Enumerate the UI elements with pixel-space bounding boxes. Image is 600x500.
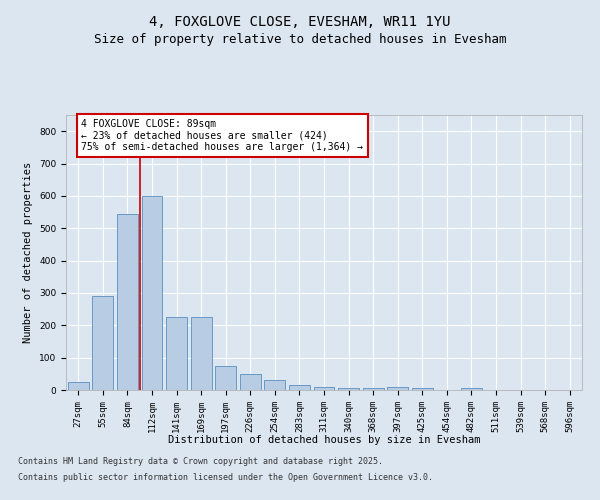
Bar [387,387,408,390]
Text: Size of property relative to detached houses in Evesham: Size of property relative to detached ho… [94,32,506,46]
Bar [68,382,89,390]
Bar [92,296,113,390]
Text: 4, FOXGLOVE CLOSE, EVESHAM, WR11 1YU: 4, FOXGLOVE CLOSE, EVESHAM, WR11 1YU [149,15,451,29]
Bar [338,388,359,390]
Bar [362,388,383,390]
Bar [412,388,433,390]
Bar [215,366,236,390]
Text: Contains public sector information licensed under the Open Government Licence v3: Contains public sector information licen… [18,472,433,482]
Bar [314,387,334,390]
Bar [117,214,138,390]
Bar [166,317,187,390]
Bar [289,385,310,390]
X-axis label: Distribution of detached houses by size in Evesham: Distribution of detached houses by size … [168,434,480,445]
Text: Contains HM Land Registry data © Crown copyright and database right 2025.: Contains HM Land Registry data © Crown c… [18,458,383,466]
Y-axis label: Number of detached properties: Number of detached properties [23,162,34,343]
Bar [265,380,286,390]
Bar [461,388,482,390]
Text: 4 FOXGLOVE CLOSE: 89sqm
← 23% of detached houses are smaller (424)
75% of semi-d: 4 FOXGLOVE CLOSE: 89sqm ← 23% of detache… [82,119,364,152]
Bar [191,317,212,390]
Bar [240,374,261,390]
Bar [142,196,163,390]
